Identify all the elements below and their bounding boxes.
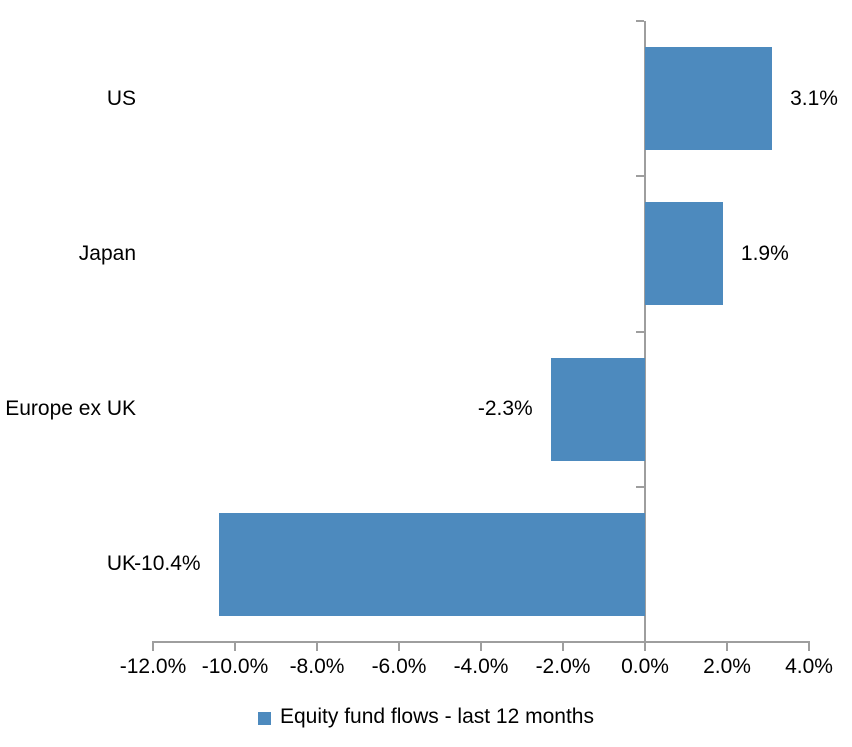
- y-axis-tick: [636, 175, 644, 178]
- x-axis-tick-label: -10.0%: [201, 655, 269, 678]
- category-label: UK: [106, 552, 136, 576]
- bar-us: [645, 47, 773, 151]
- category-label: US: [106, 86, 136, 110]
- x-axis-tick-label: -6.0%: [371, 655, 427, 678]
- x-axis-tick: [644, 643, 646, 651]
- legend-swatch-icon: [258, 711, 271, 725]
- x-axis-tick-label: -12.0%: [119, 655, 187, 678]
- x-axis-tick-label: 2.0%: [703, 655, 751, 678]
- data-label: 3.1%: [790, 86, 838, 110]
- y-axis-tick: [636, 330, 644, 333]
- bar-uk: [218, 512, 645, 616]
- x-axis-tick: [726, 643, 728, 651]
- y-axis-tick: [636, 485, 644, 488]
- y-axis-zero-line: [644, 21, 646, 651]
- x-axis-tick: [316, 643, 318, 651]
- x-axis-tick: [480, 643, 482, 651]
- x-axis-tick: [398, 643, 400, 651]
- x-axis-tick-label: 4.0%: [785, 655, 833, 678]
- y-axis-tick: [636, 20, 644, 22]
- data-label: 1.9%: [740, 241, 789, 265]
- legend: Equity fund flows - last 12 months: [0, 703, 852, 731]
- x-axis-tick-label: -4.0%: [453, 655, 509, 678]
- category-label: Europe ex UK: [5, 397, 136, 421]
- x-axis-line: [152, 641, 810, 643]
- x-axis-tick: [152, 643, 154, 651]
- legend-label: Equity fund flows - last 12 months: [280, 705, 594, 728]
- x-axis-tick-label: 0.0%: [621, 655, 669, 678]
- data-label: -10.4%: [134, 552, 201, 576]
- bar-europe-ex-uk: [550, 357, 645, 461]
- x-axis-tick: [562, 643, 564, 651]
- x-axis-tick: [808, 643, 810, 651]
- x-axis-tick-label: -2.0%: [535, 655, 591, 678]
- category-label: Japan: [78, 241, 136, 265]
- x-axis-tick: [234, 643, 236, 651]
- x-axis-tick-label: -8.0%: [289, 655, 345, 678]
- data-label: -2.3%: [477, 397, 533, 421]
- bar-japan: [645, 202, 723, 306]
